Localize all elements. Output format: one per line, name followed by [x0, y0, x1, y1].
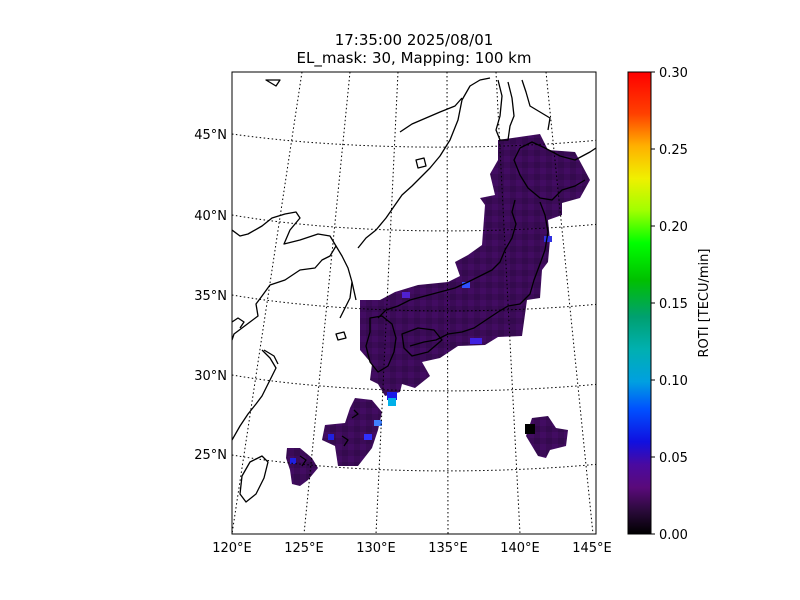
lon-label-145: 145°E: [572, 541, 612, 556]
colorbar: 0.00 0.05 0.10 0.15 0.20 0.25 0.30 ROTI …: [627, 66, 712, 543]
lat-label-25: 25°N: [194, 448, 227, 463]
graticule: [232, 72, 596, 534]
lon-label-130: 130°E: [356, 541, 396, 556]
colorbar-tick-015: 0.15: [659, 297, 688, 312]
coastlines: [232, 77, 596, 503]
lat-label-30: 30°N: [194, 369, 227, 384]
lat-label-35: 35°N: [194, 289, 227, 304]
colorbar-label: ROTI [TECU/min]: [697, 249, 712, 358]
latitude-labels: 45°N 40°N 35°N 30°N 25°N: [194, 128, 227, 463]
lon-label-135: 135°E: [428, 541, 468, 556]
colorbar-gradient: [627, 71, 652, 535]
colorbar-tick-030: 0.30: [659, 66, 688, 81]
colorbar-tick-025: 0.25: [659, 143, 688, 158]
colorbar-tick-010: 0.10: [659, 374, 688, 389]
lat-label-40: 40°N: [194, 209, 227, 224]
colorbar-tick-000: 0.00: [659, 528, 688, 543]
lon-label-125: 125°E: [284, 541, 324, 556]
roti-data-layer: [286, 134, 590, 486]
map-title-params: EL_mask: 30, Mapping: 100 km: [296, 49, 532, 67]
longitude-labels: 120°E 125°E 130°E 135°E 140°E 145°E: [212, 541, 612, 556]
map-frame: [231, 71, 597, 535]
lon-label-120: 120°E: [212, 541, 252, 556]
lon-label-140: 140°E: [500, 541, 540, 556]
lat-label-45: 45°N: [194, 128, 227, 143]
colorbar-tick-005: 0.05: [659, 451, 688, 466]
colorbar-tick-020: 0.20: [659, 220, 688, 235]
map-title-time: 17:35:00 2025/08/01: [334, 31, 494, 49]
elevated-roti-cells: [290, 236, 552, 464]
